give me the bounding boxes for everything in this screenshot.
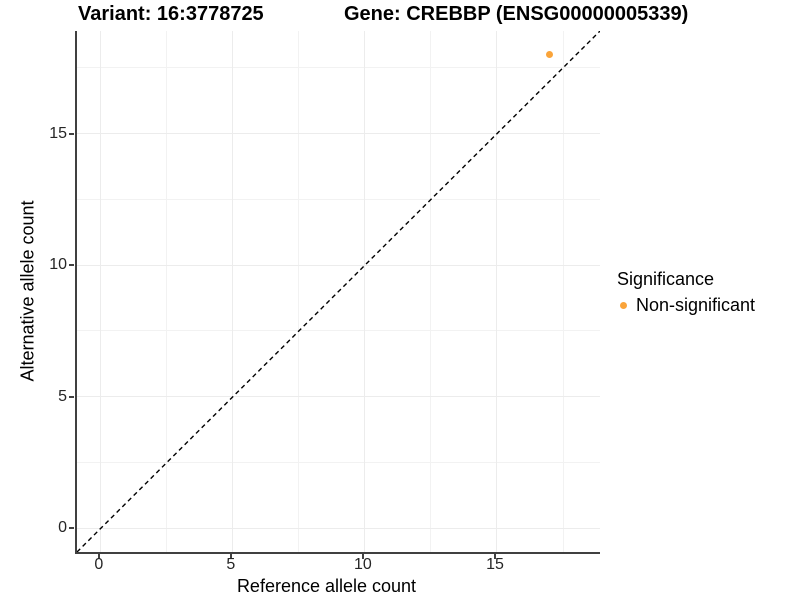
x-major-gridline: [496, 31, 498, 552]
y-minor-gridline: [77, 330, 600, 332]
x-tick-mark: [229, 554, 232, 559]
x-tick-mark: [361, 554, 364, 559]
x-tick-label: 10: [354, 556, 372, 573]
x-major-gridline: [232, 31, 234, 552]
legend-title: Significance: [617, 269, 715, 289]
y-tick-mark: [69, 527, 74, 530]
y-minor-gridline: [77, 198, 600, 200]
y-minor-gridline: [77, 67, 600, 69]
x-major-gridline: [100, 31, 102, 552]
y-tick-label: 5: [58, 387, 67, 405]
y-major-gridline: [77, 527, 600, 529]
x-minor-gridline: [430, 31, 432, 552]
legend-item: Non-significant: [617, 295, 755, 315]
legend-point-icon: [620, 301, 627, 309]
x-tick-mark: [97, 554, 100, 559]
y-tick-label: 0: [58, 519, 67, 537]
y-tick-label: 15: [49, 124, 67, 142]
x-minor-gridline: [298, 31, 300, 552]
legend-item-label: Non-significant: [636, 295, 756, 315]
x-tick-mark: [493, 554, 496, 559]
y-axis-title: Alternative allele count: [17, 200, 38, 382]
scatter-point: [546, 51, 554, 59]
y-tick-mark: [69, 395, 74, 398]
y-major-gridline: [77, 264, 600, 266]
x-axis-title: Reference allele count: [236, 576, 417, 596]
x-minor-gridline: [562, 31, 564, 552]
plot-title-gene: Gene: CREBBP (ENSG00000005339): [344, 3, 689, 25]
x-tick-label: 15: [486, 556, 504, 573]
plot-title-variant: Variant: 16:3778725: [78, 3, 264, 25]
plot-panel: [75, 31, 600, 554]
x-major-gridline: [364, 31, 366, 552]
legend: Significance Non-significant: [617, 268, 755, 315]
y-major-gridline: [77, 133, 600, 135]
x-tick-label: 0: [94, 556, 104, 573]
identity-line: [77, 31, 600, 552]
y-minor-gridline: [77, 462, 600, 464]
y-tick-mark: [69, 264, 74, 267]
y-major-gridline: [77, 396, 600, 398]
y-tick-label: 10: [49, 256, 67, 274]
x-tick-label: 5: [226, 556, 236, 573]
x-minor-gridline: [166, 31, 168, 552]
y-tick-mark: [69, 132, 74, 135]
